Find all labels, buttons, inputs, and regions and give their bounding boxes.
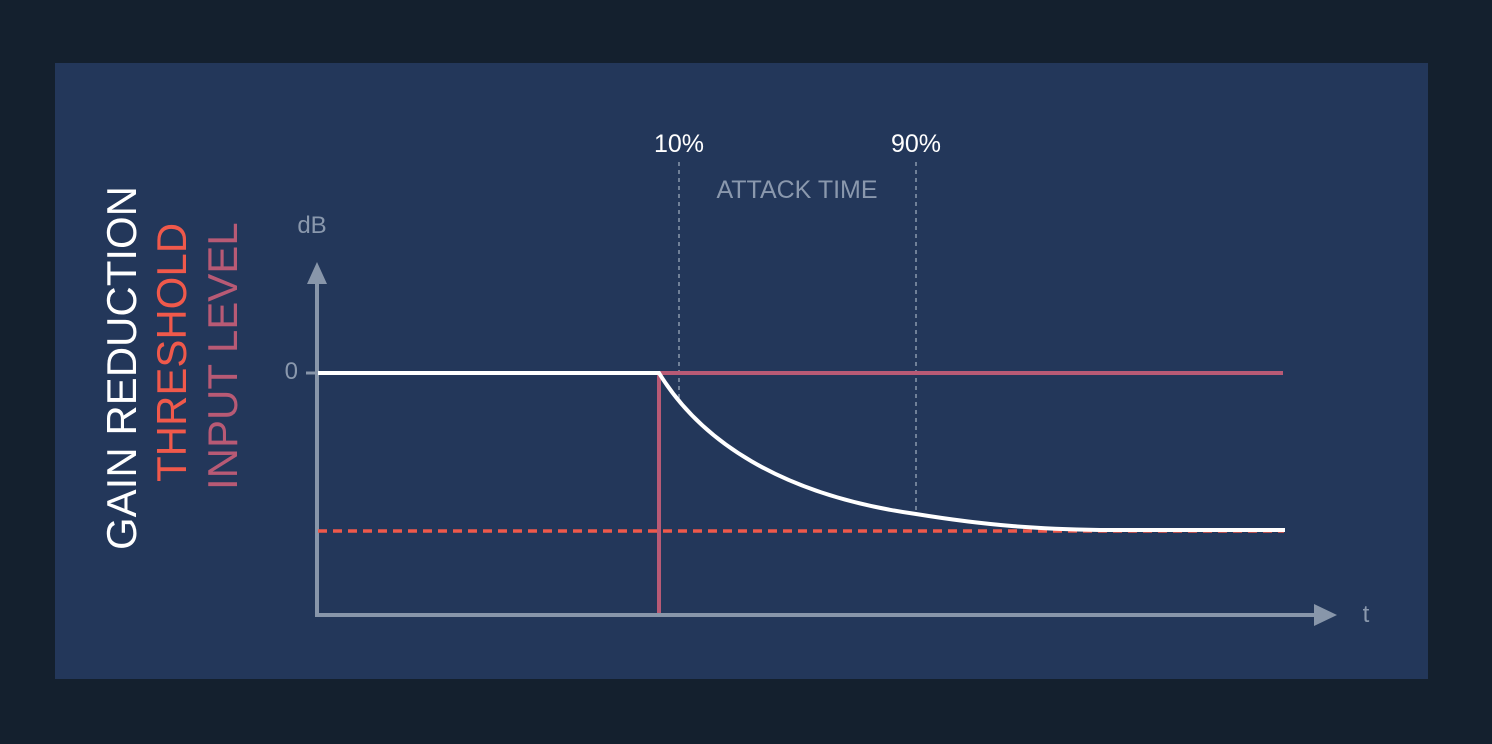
y-axis-arrow — [307, 262, 327, 284]
x-axis-arrow — [1314, 604, 1337, 626]
zero-tick-label: 0 — [285, 358, 298, 385]
attack-time-label: ATTACK TIME — [716, 176, 877, 204]
y-axis-label: dB — [297, 212, 326, 239]
marker-10-label: 10% — [654, 130, 704, 158]
gain-reduction-curve — [318, 371, 1285, 532]
x-axis-label: t — [1363, 601, 1370, 628]
marker-90-label: 90% — [891, 130, 941, 158]
